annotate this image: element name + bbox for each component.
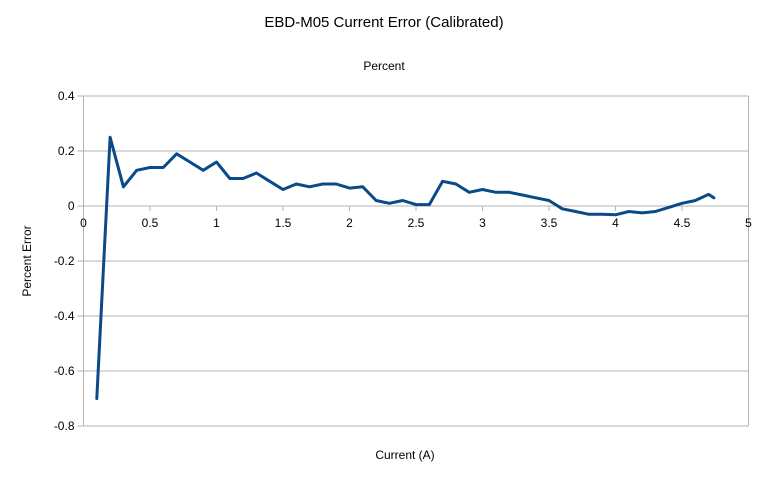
x-tick-label: 4.5: [674, 216, 691, 230]
x-tick-label: 0.5: [142, 216, 159, 230]
y-tick-label: 0: [68, 199, 75, 213]
y-tick-label: 0.4: [58, 89, 75, 103]
chart-subtitle: Percent: [363, 59, 405, 73]
y-tick-label: 0.2: [58, 144, 75, 158]
y-tick-label: -0.6: [54, 364, 75, 378]
x-tick-label: 0: [80, 216, 87, 230]
y-tick-label: -0.4: [54, 309, 75, 323]
data-line-percent-error: [95, 135, 716, 400]
x-tick-label: 3: [479, 216, 486, 230]
y-tick-label: -0.8: [54, 419, 75, 433]
x-tick-label: 2: [346, 216, 353, 230]
y-tick-label: -0.2: [54, 254, 75, 268]
x-tick-label: 2.5: [408, 216, 425, 230]
x-tick-label: 5: [745, 216, 752, 230]
x-tick-label: 4: [612, 216, 619, 230]
x-tick-label: 1: [213, 216, 220, 230]
x-tick-label: 3.5: [541, 216, 558, 230]
x-axis-title: Current (A): [375, 448, 435, 462]
x-tick-label: 1.5: [275, 216, 292, 230]
chart-title: EBD-M05 Current Error (Calibrated): [264, 14, 504, 31]
